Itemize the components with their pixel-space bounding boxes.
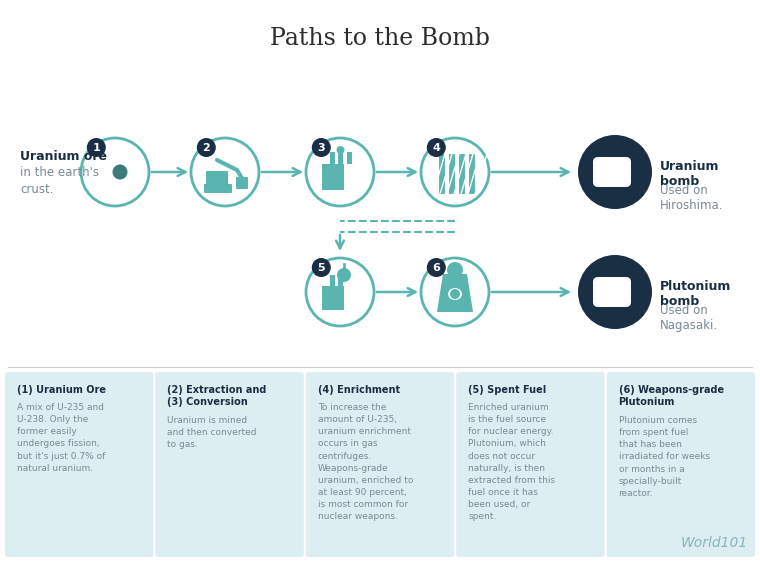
Text: World101: World101 xyxy=(681,536,748,550)
Text: Paths to the Bomb: Paths to the Bomb xyxy=(270,27,490,50)
FancyBboxPatch shape xyxy=(595,158,603,186)
Circle shape xyxy=(306,258,374,326)
Text: A mix of U-235 and
U-238. Only the
former easily
undergoes fission,
but it's jus: A mix of U-235 and U-238. Only the forme… xyxy=(17,403,106,473)
Circle shape xyxy=(427,138,446,157)
FancyBboxPatch shape xyxy=(338,275,343,286)
Circle shape xyxy=(306,138,374,206)
FancyBboxPatch shape xyxy=(338,152,343,164)
Text: 1: 1 xyxy=(93,143,100,152)
Circle shape xyxy=(337,146,344,154)
Text: Uranium
bomb: Uranium bomb xyxy=(660,160,720,188)
Text: (1) Uranium Ore: (1) Uranium Ore xyxy=(17,385,106,395)
FancyBboxPatch shape xyxy=(438,153,446,195)
Text: Used on
Hiroshima.: Used on Hiroshima. xyxy=(660,184,724,212)
Circle shape xyxy=(421,138,489,206)
FancyBboxPatch shape xyxy=(458,153,466,195)
Text: Plutonium
bomb: Plutonium bomb xyxy=(660,280,731,308)
Text: Enriched uranium
is the fuel source
for nuclear energy.
Plutonium, which
does no: Enriched uranium is the fuel source for … xyxy=(468,403,556,522)
Text: Uranium is mined
and then converted
to gas.: Uranium is mined and then converted to g… xyxy=(167,416,257,449)
FancyBboxPatch shape xyxy=(456,372,605,557)
FancyBboxPatch shape xyxy=(322,164,344,190)
Text: 3: 3 xyxy=(318,143,325,152)
FancyBboxPatch shape xyxy=(5,372,154,557)
Text: Uranium ore: Uranium ore xyxy=(20,150,107,163)
Text: (6) Weapons-grade
Plutonium: (6) Weapons-grade Plutonium xyxy=(619,385,724,406)
FancyBboxPatch shape xyxy=(322,286,344,310)
FancyBboxPatch shape xyxy=(155,372,304,557)
FancyBboxPatch shape xyxy=(204,184,232,193)
FancyBboxPatch shape xyxy=(593,277,631,307)
FancyBboxPatch shape xyxy=(330,152,335,164)
Circle shape xyxy=(427,258,446,277)
FancyBboxPatch shape xyxy=(593,157,631,187)
Text: 2: 2 xyxy=(202,143,211,152)
FancyBboxPatch shape xyxy=(236,177,248,189)
Circle shape xyxy=(578,135,652,209)
Ellipse shape xyxy=(448,288,462,300)
Circle shape xyxy=(87,138,106,157)
Text: 4: 4 xyxy=(432,143,440,152)
FancyBboxPatch shape xyxy=(468,153,476,195)
Circle shape xyxy=(312,138,331,157)
FancyArrow shape xyxy=(593,282,603,302)
Circle shape xyxy=(447,262,463,278)
Text: 6: 6 xyxy=(432,262,440,273)
Polygon shape xyxy=(437,274,473,312)
Circle shape xyxy=(197,138,216,157)
Circle shape xyxy=(112,165,128,179)
Text: 5: 5 xyxy=(318,262,325,273)
Text: in the earth's
crust.: in the earth's crust. xyxy=(20,166,99,196)
Circle shape xyxy=(337,268,351,282)
FancyBboxPatch shape xyxy=(347,152,352,164)
Circle shape xyxy=(450,289,460,299)
FancyBboxPatch shape xyxy=(606,372,755,557)
Text: Plutonium comes
from spent fuel
that has been
irradiated for weeks
or months in : Plutonium comes from spent fuel that has… xyxy=(619,416,710,498)
Text: (2) Extraction and
(3) Conversion: (2) Extraction and (3) Conversion xyxy=(167,385,267,406)
Text: (5) Spent Fuel: (5) Spent Fuel xyxy=(468,385,546,395)
FancyBboxPatch shape xyxy=(448,153,456,195)
Text: Used on
Nagasaki.: Used on Nagasaki. xyxy=(660,304,718,332)
Text: (4) Enrichment: (4) Enrichment xyxy=(318,385,400,395)
FancyBboxPatch shape xyxy=(206,171,228,187)
FancyBboxPatch shape xyxy=(306,372,454,557)
FancyArrow shape xyxy=(593,162,603,182)
Circle shape xyxy=(312,258,331,277)
Text: To increase the
amount of U-235,
uranium enrichment
occurs in gas
centrifuges.
W: To increase the amount of U-235, uranium… xyxy=(318,403,413,522)
Circle shape xyxy=(191,138,259,206)
Circle shape xyxy=(81,138,149,206)
FancyBboxPatch shape xyxy=(330,275,335,286)
Circle shape xyxy=(421,258,489,326)
Circle shape xyxy=(578,255,652,329)
